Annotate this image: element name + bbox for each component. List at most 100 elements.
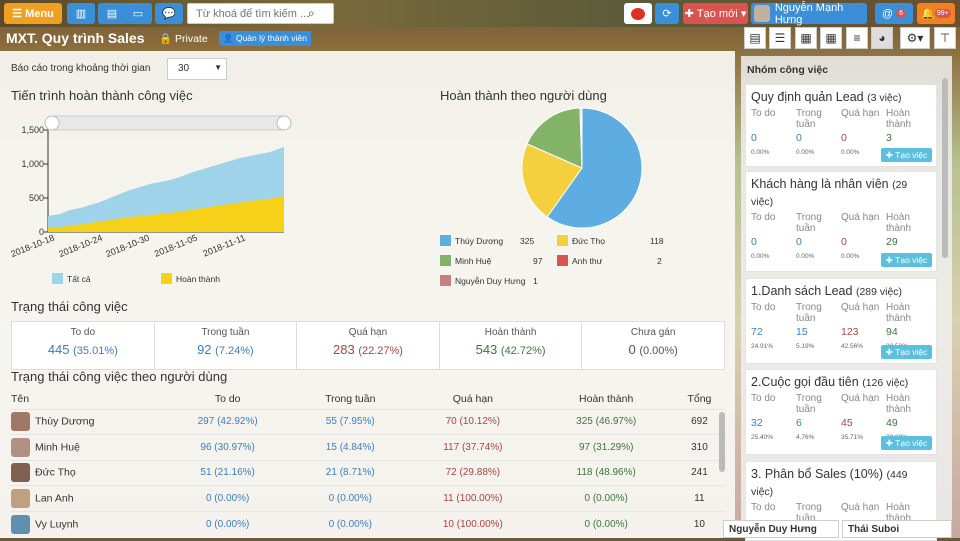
create-new-button[interactable]: ✚ Tạo mới ▾ — [683, 3, 748, 24]
column-header[interactable]: To do — [214, 392, 241, 405]
task-group-name[interactable]: Quy định quản Lead (3 việc) — [751, 90, 902, 104]
search-icon[interactable]: ⌕ — [308, 6, 315, 20]
task-group-labels: To do Trong tuần Quá hạn Hoàn thành — [746, 210, 936, 234]
user-menu[interactable]: Nguyễn Mạnh Hưng — [751, 2, 867, 26]
legend-label: Anh thư — [572, 255, 603, 266]
pie-legend-value: 1 — [533, 276, 538, 286]
add-task-button[interactable]: ✚ Tạo việc — [881, 148, 932, 162]
table-row[interactable]: Đức Thọ 51 (21.16%) 21 (8.71%) 72 (29.88… — [11, 459, 726, 486]
view-report-button[interactable]: ◕ — [871, 27, 893, 49]
task-group-card[interactable]: 1.Danh sách Lead (289 việc) To do Trong tu… — [745, 278, 937, 364]
week-cell: 55 (7.95%) — [294, 408, 407, 435]
task-group-labels: To do Trong tuần Quá hạn Hoàn thành — [746, 500, 936, 524]
col-label: To do — [751, 502, 776, 513]
legend-swatch — [557, 255, 568, 266]
area-done-series — [48, 196, 284, 232]
col-label: Hoàn thành — [886, 302, 912, 324]
mentions-button[interactable]: @ 6 — [875, 3, 913, 24]
column-header[interactable]: Trong tuần — [325, 392, 376, 405]
avatar — [11, 488, 30, 508]
overdue-cell: 11 (100.00%) — [406, 485, 540, 511]
col-pct: 24.91% — [751, 343, 774, 350]
task-group-values: 0 0 0 29 — [746, 234, 936, 248]
gantt-icon: ≡ — [853, 31, 861, 45]
menu-button[interactable]: ☰ Menu — [4, 3, 62, 24]
status-value: 283 (22.27%) — [333, 342, 403, 357]
todo-cell: 51 (21.16%) — [161, 459, 295, 486]
table-row[interactable]: Vy Luynh 0 (0.00%) 0 (0.00%) 10 (100.00%… — [11, 510, 726, 537]
task-group-card[interactable]: Khách hàng là nhân viên (29 việc) To do Tr… — [745, 171, 937, 272]
search-input[interactable] — [188, 7, 308, 20]
view-task-button[interactable]: ▤ — [744, 27, 766, 49]
side-scrollbar[interactable] — [942, 78, 948, 258]
user-name: Minh Huệ — [35, 441, 80, 454]
status-title: Trạng thái công việc — [11, 299, 128, 314]
status-value: 543 (42.72%) — [475, 342, 546, 357]
range-slider-left-handle[interactable] — [44, 115, 60, 131]
user-status-title: Trạng thái công việc theo người dùng — [11, 369, 228, 384]
view-calendar-button[interactable]: ▦ — [820, 27, 842, 49]
table-scrollbar[interactable] — [719, 412, 725, 472]
task-group-name[interactable]: 1.Danh sách Lead (289 việc) — [751, 284, 903, 298]
add-task-button[interactable]: ✚ Tạo việc — [881, 253, 932, 267]
task-group-name[interactable]: 2.Cuộc gọi đầu tiên (126 việc) — [751, 375, 909, 389]
report-range-select[interactable]: 30 ▼ — [167, 58, 227, 80]
task-group-values: 0 0 0 3 — [746, 130, 936, 144]
week-cell: 0 (0.00%) — [294, 510, 407, 537]
filter-button[interactable]: ⊤ — [934, 27, 956, 49]
col-value: 123 — [841, 326, 859, 338]
notifications-button[interactable]: 🔔 99+ — [917, 3, 955, 24]
add-task-button[interactable]: ✚ Tạo việc — [881, 436, 932, 450]
x-tick-label: 2018-10-30 — [104, 233, 150, 260]
task-group-card[interactable]: 2.Cuộc gọi đầu tiên (126 việc) To do Trong… — [745, 369, 937, 455]
project-titlebar: MXT. Quy trình Sales 🔒 Private 👤 Quản lý… — [0, 27, 960, 51]
task-group-name[interactable]: 3. Phân bổ Sales (10%) (449 việc) — [751, 467, 908, 498]
chat-tab[interactable]: Thái Suboi — [842, 520, 952, 538]
tomato-button[interactable] — [624, 3, 652, 24]
col-label: Quá hạn — [841, 393, 880, 404]
table-row[interactable]: Lan Anh 0 (0.00%) 0 (0.00%) 11 (100.00%)… — [11, 485, 726, 511]
table-row[interactable]: Thùy Dương 297 (42.92%) 55 (7.95%) 70 (1… — [11, 408, 726, 435]
col-label: Trong tuần — [796, 393, 822, 415]
range-slider-track[interactable] — [47, 115, 289, 131]
column-header[interactable]: Tổng — [687, 392, 712, 405]
chart-nav-button[interactable]: ▥ — [67, 3, 95, 24]
overdue-cell: 70 (10.12%) — [406, 408, 540, 435]
col-value: 0 — [751, 132, 757, 144]
inbox-nav-button[interactable]: ▭ — [124, 3, 152, 24]
chat-tab[interactable]: Nguyễn Duy Hưng — [723, 520, 839, 538]
range-slider-right-handle[interactable] — [276, 115, 292, 131]
settings-button[interactable]: ⚙▾ — [900, 27, 930, 49]
col-value: 0 — [841, 236, 847, 248]
chat-nav-button[interactable]: 💬 — [155, 3, 183, 24]
col-pct: 0.00% — [796, 253, 815, 260]
add-task-button[interactable]: ✚ Tạo việc — [881, 345, 932, 359]
col-label: Quá hạn — [841, 502, 880, 513]
col-label: Trong tuần — [796, 212, 822, 234]
task-group-card[interactable]: Quy định quản Lead (3 việc) To do Trong tu… — [745, 84, 937, 167]
col-label: Hoàn thành — [886, 108, 912, 130]
refresh-button[interactable]: ⟳ — [655, 3, 679, 24]
inbox-icon: ▭ — [132, 8, 144, 20]
column-header[interactable]: Quá hạn — [452, 392, 494, 405]
view-table-button[interactable]: ▦ — [795, 27, 817, 49]
view-list-button[interactable]: ☰ — [769, 27, 791, 49]
col-label: Trong tuần — [796, 502, 822, 524]
task-group-name[interactable]: Khách hàng là nhân viên (29 việc) — [751, 177, 908, 208]
task-nav-button[interactable]: ▤ — [98, 3, 126, 24]
todo-cell: 297 (42.92%) — [161, 408, 295, 435]
plus-icon: ✚ — [885, 149, 896, 160]
overdue-cell: 72 (29.88%) — [406, 459, 540, 486]
view-gantt-button[interactable]: ≡ — [846, 27, 868, 49]
col-pct: 0.00% — [751, 149, 770, 156]
refresh-icon: ⟳ — [662, 8, 672, 20]
task-group-labels: To do Trong tuần Quá hạn Hoàn thành — [746, 300, 936, 324]
col-value: 94 — [886, 326, 898, 338]
column-header[interactable]: Tên — [11, 392, 30, 405]
manage-members-button[interactable]: 👤 Quản lý thành viên — [219, 31, 311, 46]
table-row[interactable]: Minh Huệ 96 (30.97%) 15 (4.84%) 117 (37.… — [11, 434, 726, 460]
report-range-label: Báo cáo trong khoảng thời gian — [11, 63, 151, 74]
status-label: To do — [70, 327, 96, 338]
caret-down-icon: ▼ — [214, 63, 222, 72]
column-header[interactable]: Hoàn thành — [579, 392, 634, 405]
